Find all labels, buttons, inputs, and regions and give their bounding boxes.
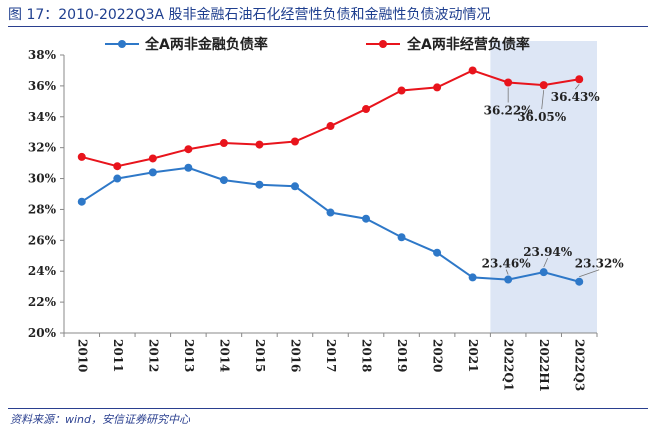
x-tick-label: 2022Q1 <box>502 339 516 391</box>
data-point <box>539 268 548 277</box>
x-tick-label: 2011 <box>111 339 125 372</box>
legend-swatch-marker <box>379 40 387 48</box>
data-label: 23.32% <box>575 257 625 271</box>
data-label-leader <box>574 83 580 90</box>
data-point <box>575 277 584 286</box>
y-tick-label: 30% <box>28 172 57 186</box>
y-tick-label: 26% <box>28 233 57 247</box>
data-point <box>219 139 228 148</box>
data-point <box>326 122 335 131</box>
x-tick-label: 2022H1 <box>537 339 551 392</box>
data-point <box>397 233 406 242</box>
data-label: 36.43% <box>551 90 601 104</box>
y-tick-label: 38% <box>28 48 57 62</box>
data-point <box>184 163 193 172</box>
data-point <box>290 182 299 191</box>
data-point <box>362 105 371 114</box>
title-divider <box>8 26 648 27</box>
legend-label: 全A两非金融负债率 <box>144 36 268 53</box>
x-tick-label: 2016 <box>288 339 302 372</box>
data-point <box>148 168 157 177</box>
data-point <box>255 140 264 149</box>
data-label-leader <box>579 269 600 278</box>
x-tick-label: 2013 <box>182 339 196 372</box>
data-label: 36.05% <box>517 110 567 124</box>
x-tick-label: 2019 <box>395 339 409 372</box>
data-point <box>219 176 228 185</box>
data-point <box>113 174 122 183</box>
x-tick-label: 2017 <box>324 339 338 372</box>
data-point <box>290 137 299 146</box>
x-tick-label: 2018 <box>360 339 374 372</box>
x-tick-label: 2014 <box>217 339 231 372</box>
data-point <box>77 197 86 206</box>
x-tick-label: 2021 <box>466 339 480 372</box>
y-tick-label: 22% <box>28 295 57 309</box>
data-point <box>113 162 122 171</box>
y-tick-label: 34% <box>28 110 57 124</box>
source-note: 资料来源：wind，安信证券研究中心 <box>10 413 191 426</box>
legend-label: 全A两非经营负债率 <box>406 36 530 53</box>
data-point <box>326 208 335 217</box>
y-tick-label: 36% <box>28 79 57 93</box>
data-label-leader <box>541 90 545 110</box>
data-point <box>184 145 193 154</box>
data-point <box>77 152 86 161</box>
figure-title: 图 17：2010-2022Q3A 股非金融石油石化经营性负债和金融性负债波动情… <box>8 7 491 23</box>
data-point <box>539 81 548 90</box>
data-point <box>433 248 442 257</box>
data-label-leader <box>543 257 549 268</box>
y-tick-label: 20% <box>28 326 57 340</box>
data-point <box>504 78 513 87</box>
x-tick-label: 2015 <box>253 339 267 372</box>
data-point <box>148 154 157 163</box>
x-tick-label: 2022Q3 <box>573 339 587 391</box>
data-label: 36.22% <box>484 103 534 117</box>
y-tick-label: 28% <box>28 202 57 216</box>
data-point <box>397 86 406 95</box>
data-label: 23.94% <box>523 245 573 259</box>
data-label: 23.46% <box>482 257 532 271</box>
y-tick-label: 24% <box>28 264 57 278</box>
data-point <box>468 273 477 282</box>
data-point <box>504 275 513 284</box>
y-tick-label: 32% <box>28 141 57 155</box>
x-tick-label: 2012 <box>146 339 160 372</box>
data-point <box>362 214 371 223</box>
legend-swatch-marker <box>118 40 126 48</box>
data-point <box>468 66 477 75</box>
source-divider <box>8 408 648 409</box>
data-point <box>433 83 442 92</box>
data-point <box>255 180 264 189</box>
x-tick-label: 2020 <box>431 339 445 372</box>
x-tick-label: 2010 <box>75 339 89 372</box>
data-point <box>575 75 584 84</box>
data-label-leader <box>505 269 509 275</box>
